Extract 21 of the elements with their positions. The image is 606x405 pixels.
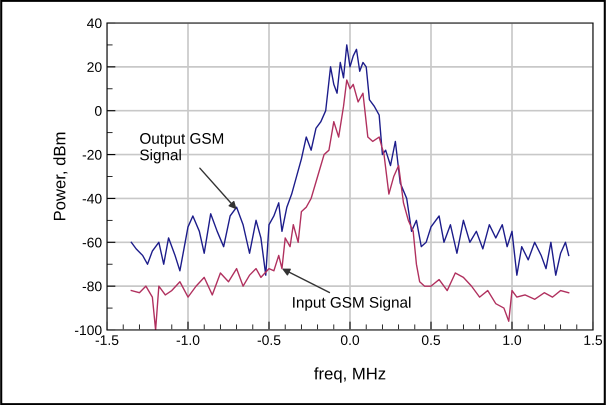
x-tick-label: 1.5 xyxy=(584,335,602,346)
x-tick-label: 0.5 xyxy=(422,335,440,346)
x-tick-label: -1.0 xyxy=(176,335,200,346)
x-tick-label: -1.5 xyxy=(96,335,118,346)
y-tick-label: -40 xyxy=(82,194,102,204)
y-tick-label: -20 xyxy=(82,150,102,160)
y-tick-label: 20 xyxy=(87,62,102,72)
y-tick-label: 0 xyxy=(94,106,102,116)
annotation: Input GSM Signal xyxy=(293,296,410,311)
line-series xyxy=(130,44,570,276)
y-axis-title: Power, dBm xyxy=(53,132,68,220)
x-axis-title: freq, MHz xyxy=(314,367,386,383)
annotation: Output GSM Signal xyxy=(140,133,224,164)
y-tick-label: -60 xyxy=(82,238,102,248)
y-tick-label: 40 xyxy=(87,18,102,28)
x-tick-label: 1.0 xyxy=(503,335,522,346)
x-tick-label: -0.5 xyxy=(258,335,280,346)
line-series xyxy=(130,79,570,330)
y-tick-label: -100 xyxy=(74,325,102,336)
x-tick-label: 0.0 xyxy=(340,335,360,346)
y-tick-label: -80 xyxy=(82,281,102,292)
